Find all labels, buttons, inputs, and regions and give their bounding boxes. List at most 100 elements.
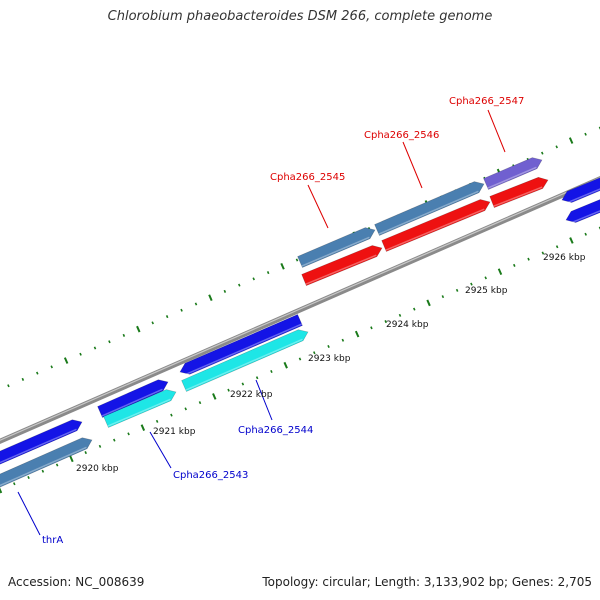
lower-tick-mark (255, 376, 259, 380)
gene-arrow-cpha266-2543[interactable] (103, 389, 177, 428)
gene-arrow-red-1-highlight (305, 254, 377, 285)
gene-label-cpha266-2546[interactable]: Cpha266_2546 (364, 130, 439, 141)
callout-line-2545 (307, 184, 329, 229)
lower-tick-mark (69, 455, 74, 463)
callout-line-2543 (149, 431, 172, 469)
gene-arrow-cpha266-2545-highlight (301, 236, 370, 267)
gene-arrow-thra-highlight (0, 446, 87, 487)
lower-tick-mark (27, 476, 30, 480)
gene-arrow-thra[interactable] (0, 437, 93, 491)
lower-tick-mark (398, 313, 402, 317)
lower-tick-mark (13, 482, 16, 486)
upper-tick-mark (7, 384, 10, 388)
lower-tick-mark (113, 438, 116, 442)
gene-label-cpha266-2545[interactable]: Cpha266_2545 (270, 172, 345, 183)
lower-tick-mark (127, 432, 130, 436)
lower-tick-mark (341, 338, 345, 342)
gene-arrow-cpha266-2547-highlight (487, 166, 537, 189)
callout-line-2546 (402, 141, 423, 189)
upper-tick-mark (568, 137, 574, 144)
gene-arrow-cpha266-2546[interactable] (374, 181, 485, 236)
upper-tick-mark (180, 308, 183, 312)
gene-arrow-blue-2[interactable] (97, 379, 169, 418)
gene-arrow-blue-right-top-highlight (563, 188, 600, 205)
gene-arrow-blue-3[interactable] (179, 314, 303, 375)
lower-tick-mark (527, 257, 530, 261)
upper-tick-mark (63, 357, 69, 364)
position-label-2923: 2923 kbp (308, 354, 351, 364)
lower-tick-mark (212, 393, 217, 400)
lower-tick-row (0, 226, 600, 494)
upper-tick-mark (50, 365, 53, 369)
gene-features (0, 157, 600, 491)
upper-tick-mark (555, 145, 558, 149)
upper-tick-mark (266, 271, 270, 275)
lower-tick-mark (184, 407, 187, 411)
lower-tick-mark (370, 326, 373, 330)
lower-tick-mark (569, 237, 574, 244)
gene-label-cpha266-2544[interactable]: Cpha266_2544 (238, 425, 313, 436)
gene-arrow-blue-right-top[interactable] (561, 175, 600, 203)
accession-text: Accession: NC_008639 (8, 575, 145, 589)
gene-arrow-cpha266-2544[interactable] (181, 329, 309, 392)
lower-tick-mark (513, 263, 516, 267)
gene-label-cpha266-2547[interactable]: Cpha266_2547 (449, 96, 524, 107)
upper-tick-mark (136, 325, 141, 333)
position-label-2926: 2926 kbp (543, 253, 586, 263)
gene-arrow-red-2[interactable] (381, 199, 491, 252)
lower-tick-mark (327, 345, 330, 349)
lower-tick-mark (140, 424, 146, 431)
upper-tick-mark (108, 340, 111, 344)
gene-arrow-red-3-highlight (493, 186, 543, 207)
genome-backbone (0, 176, 600, 444)
lower-tick-mark (441, 295, 445, 299)
gene-arrow-blue-2-highlight (101, 388, 163, 417)
upper-tick-mark (79, 352, 82, 356)
lower-tick-mark (413, 307, 416, 311)
gene-label-cpha266-2543[interactable]: Cpha266_2543 (173, 470, 248, 481)
gene-arrow-cpha266-2543-highlight (107, 398, 171, 427)
lower-tick-mark (584, 232, 587, 236)
gene-arrow-cpha266-2546-highlight (378, 190, 479, 235)
gene-arrow-blue-right-bottom-highlight (567, 210, 600, 225)
gene-arrow-blue-left-highlight (0, 428, 77, 464)
lower-tick-mark (455, 288, 459, 292)
lower-tick-mark (298, 357, 302, 361)
gene-label-thra[interactable]: thrA (42, 535, 63, 546)
genome-backbone-highlight (0, 177, 600, 441)
lower-tick-mark (170, 413, 173, 417)
lower-tick-mark (227, 388, 230, 392)
lower-tick-mark (384, 320, 387, 324)
lower-tick-mark (270, 369, 273, 373)
gene-arrow-cpha266-2545[interactable] (297, 227, 376, 268)
upper-tick-mark (93, 346, 97, 350)
lower-tick-mark (198, 401, 202, 405)
upper-tick-mark (208, 294, 213, 302)
upper-tick-mark (238, 283, 241, 287)
gene-arrow-blue-right-bottom[interactable] (565, 196, 600, 223)
upper-tick-mark (541, 151, 544, 155)
upper-tick-mark (151, 321, 154, 325)
gene-arrow-red-1[interactable] (301, 245, 383, 286)
map-title: Chlorobium phaeobacteroides DSM 266, com… (107, 9, 493, 24)
upper-tick-mark (36, 371, 39, 375)
gene-arrow-cpha266-2547[interactable] (483, 157, 543, 190)
callout-line-2544 (255, 379, 273, 421)
gene-arrow-red-2-highlight (385, 208, 485, 251)
upper-tick-mark (165, 315, 169, 319)
lower-tick-mark (41, 469, 45, 473)
lower-tick-mark (470, 282, 473, 286)
position-label-2921: 2921 kbp (153, 427, 196, 437)
upper-tick-mark (122, 333, 126, 337)
lower-tick-mark (0, 487, 3, 494)
upper-tick-mark (194, 302, 198, 306)
lower-tick-mark (313, 351, 316, 355)
callout-line-2547 (487, 109, 506, 153)
gene-arrow-blue-left[interactable] (0, 419, 83, 468)
gene-arrow-red-3[interactable] (489, 176, 549, 208)
position-label-2920: 2920 kbp (76, 464, 119, 474)
lower-tick-mark (55, 463, 59, 467)
lower-tick-mark (426, 299, 431, 307)
lower-tick-mark (497, 268, 503, 275)
position-label-2924: 2924 kbp (386, 320, 429, 330)
